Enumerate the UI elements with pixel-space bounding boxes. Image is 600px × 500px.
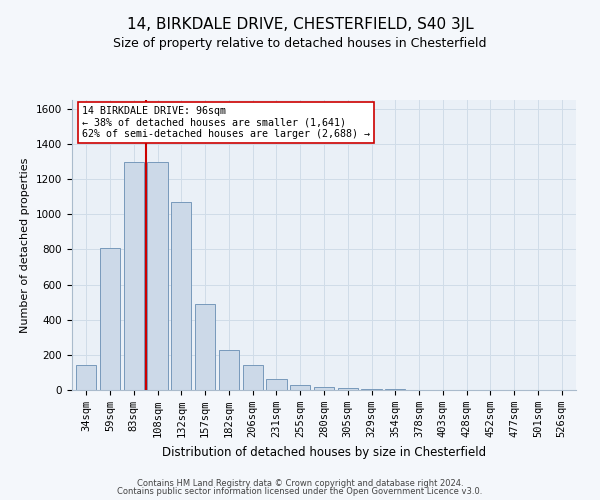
Bar xyxy=(195,304,215,390)
Text: Contains public sector information licensed under the Open Government Licence v3: Contains public sector information licen… xyxy=(118,487,482,496)
Text: 14 BIRKDALE DRIVE: 96sqm
← 38% of detached houses are smaller (1,641)
62% of sem: 14 BIRKDALE DRIVE: 96sqm ← 38% of detach… xyxy=(82,106,370,139)
Bar xyxy=(314,387,334,390)
Text: Contains HM Land Registry data © Crown copyright and database right 2024.: Contains HM Land Registry data © Crown c… xyxy=(137,478,463,488)
Bar xyxy=(219,350,239,390)
Bar xyxy=(76,366,97,390)
Bar xyxy=(148,162,167,390)
Bar xyxy=(171,202,191,390)
Bar xyxy=(124,162,144,390)
Bar xyxy=(100,248,120,390)
Bar xyxy=(266,378,287,390)
Y-axis label: Number of detached properties: Number of detached properties xyxy=(20,158,31,332)
X-axis label: Distribution of detached houses by size in Chesterfield: Distribution of detached houses by size … xyxy=(162,446,486,458)
Bar xyxy=(242,366,263,390)
Text: 14, BIRKDALE DRIVE, CHESTERFIELD, S40 3JL: 14, BIRKDALE DRIVE, CHESTERFIELD, S40 3J… xyxy=(127,18,473,32)
Text: Size of property relative to detached houses in Chesterfield: Size of property relative to detached ho… xyxy=(113,38,487,51)
Bar xyxy=(361,389,382,390)
Bar xyxy=(338,388,358,390)
Bar xyxy=(290,384,310,390)
